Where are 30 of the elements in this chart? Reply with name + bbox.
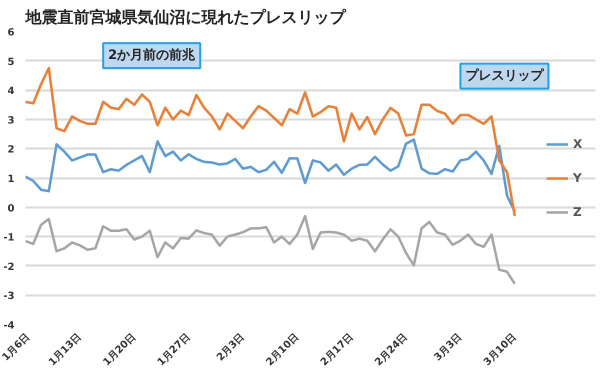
y-tick-label: 1 — [8, 174, 15, 185]
annotation: 2か月前の前兆 — [108, 48, 196, 64]
x-tick-label: 1月13日 — [47, 332, 84, 368]
y-tick-label: 4 — [8, 86, 15, 98]
y-tick-label: -2 — [3, 262, 15, 273]
y-tick-label: -4 — [3, 320, 15, 332]
x-tick-label: 1月27日 — [156, 332, 192, 368]
x-tick-label: 3月10日 — [482, 332, 519, 368]
y-tick-label: 6 — [8, 28, 15, 38]
x-tick-label: 2月10日 — [264, 332, 302, 368]
legend-label: Z — [573, 204, 583, 218]
y-tick-label: 2 — [8, 144, 15, 156]
annotation: プレスリップ — [465, 68, 544, 84]
x-tick-label: 1月6日 — [0, 332, 32, 364]
legend-label: X — [573, 136, 584, 150]
line-series — [26, 66, 516, 218]
y-tick-label: 0 — [8, 203, 15, 214]
y-tick-label: 5 — [8, 56, 15, 68]
x-tick-label: 3月3日 — [432, 332, 464, 364]
chart-title: 地震直前宮城県気仙沼に現れたプレスリップ — [24, 8, 346, 26]
x-tick-label: 2月3日 — [215, 332, 247, 364]
legend-label: Y — [573, 170, 583, 184]
x-tick-label: 2月17日 — [318, 332, 356, 368]
y-tick-label: 3 — [8, 115, 15, 126]
line-series — [26, 214, 516, 286]
y-tick-label: -1 — [3, 232, 15, 244]
x-tick-label: 2月24日 — [373, 332, 410, 368]
x-tick-label: 1月20日 — [101, 332, 138, 368]
y-tick-label: -3 — [3, 291, 15, 302]
line-series — [26, 138, 516, 213]
